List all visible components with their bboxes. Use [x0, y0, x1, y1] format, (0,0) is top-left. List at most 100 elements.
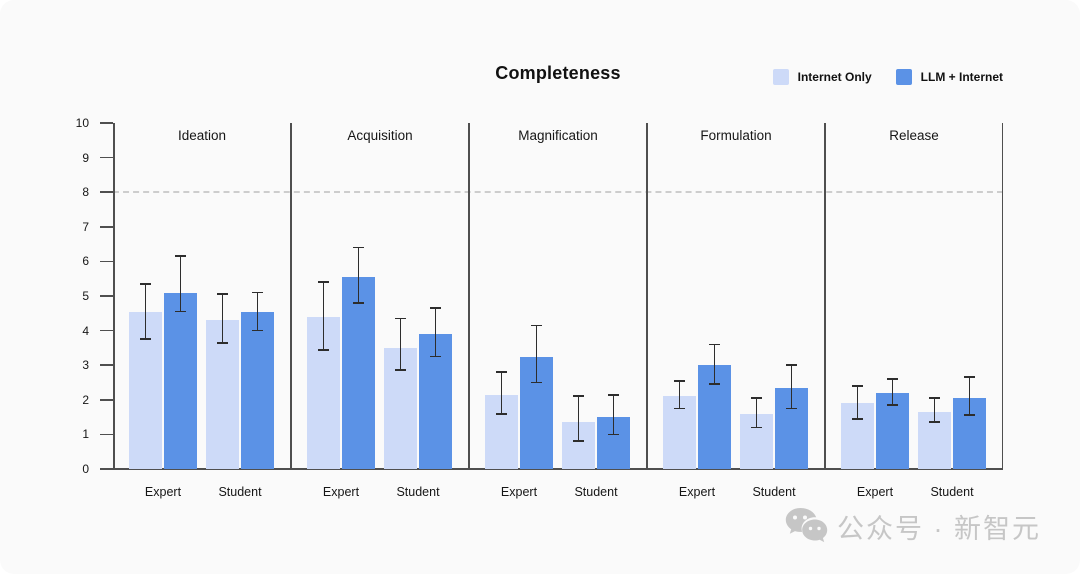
error-bar-line — [179, 256, 182, 312]
error-bar-cap-bottom — [674, 407, 685, 410]
y-tick-label: 3 — [82, 358, 89, 373]
legend-item-internet-only: Internet Only — [772, 69, 872, 85]
error-bar-cap-bottom — [531, 381, 542, 384]
error-bar-cap-bottom — [573, 440, 584, 443]
group-label: Student — [574, 485, 618, 499]
y-tick — [100, 156, 113, 159]
error-bar-cap-bottom — [786, 407, 797, 410]
error-bar-cap-top — [217, 293, 228, 296]
error-bar-cap-bottom — [751, 426, 762, 429]
error-bar-cap-top — [140, 282, 151, 285]
error-bar-cap-bottom — [353, 302, 364, 304]
group-label: Student — [930, 485, 974, 499]
bar-internet-only — [206, 320, 239, 469]
error-bar-cap-top — [852, 385, 863, 387]
legend-swatch-llm-internet — [895, 69, 912, 85]
error-bar-cap-bottom — [608, 433, 619, 436]
group-label: Student — [396, 485, 440, 499]
error-bar-cap-top — [674, 379, 685, 382]
error-bar-line — [144, 283, 147, 340]
error-bar-line — [399, 318, 402, 371]
error-bar-cap-top — [395, 317, 406, 320]
error-bar-cap-top — [608, 393, 619, 396]
legend-label-llm-internet: LLM + Internet — [920, 70, 1003, 84]
group-label: Expert — [144, 485, 182, 499]
error-bar-line — [535, 325, 538, 383]
y-tick — [100, 295, 113, 297]
error-bar-cap-bottom — [887, 404, 898, 406]
group-label: Expert — [678, 485, 716, 499]
y-tick — [100, 191, 113, 193]
error-bar-cap-bottom — [140, 338, 151, 341]
legend: Internet Only LLM + Internet — [772, 69, 1003, 85]
watermark: 公众号 · 新智元 — [784, 506, 1041, 546]
error-bar-cap-top — [573, 395, 584, 398]
panel-title: Acquisition — [347, 128, 413, 143]
panel-divider — [824, 123, 826, 469]
error-bar-cap-top — [929, 397, 940, 399]
error-bar-cap-top — [496, 371, 507, 374]
panel-title: Formulation — [700, 128, 772, 143]
y-tick — [100, 329, 113, 332]
error-bar-cap-top — [252, 291, 263, 294]
error-bar-line — [357, 247, 360, 303]
error-bar-cap-top — [318, 281, 329, 284]
y-axis-line — [113, 123, 115, 469]
panel-title: Release — [889, 128, 939, 143]
y-tick — [100, 399, 113, 401]
y-tick — [100, 122, 113, 124]
y-tick — [100, 260, 113, 263]
y-tick-label: 8 — [82, 185, 89, 200]
error-bar-cap-top — [353, 246, 364, 249]
y-tick — [100, 468, 113, 470]
y-tick — [100, 364, 113, 366]
error-bar-cap-bottom — [252, 329, 263, 332]
panel-title: Magnification — [518, 128, 598, 143]
error-bar-line — [500, 372, 503, 414]
error-bar-line — [322, 282, 325, 350]
y-tick-label: 9 — [82, 150, 89, 165]
error-bar-cap-top — [887, 378, 898, 380]
error-bar-cap-bottom — [964, 414, 975, 417]
x-axis-line — [100, 468, 1003, 470]
panel-divider — [290, 123, 292, 469]
error-bar-line — [713, 344, 716, 385]
plot-right-border — [1001, 123, 1003, 469]
error-bar-line — [577, 396, 580, 442]
error-bar-cap-top — [175, 255, 186, 258]
bar-llm-internet — [164, 292, 197, 469]
group-label: Expert — [856, 485, 894, 499]
legend-swatch-internet-only — [772, 69, 789, 85]
error-bar-line — [790, 365, 793, 409]
y-tick-label: 6 — [82, 254, 89, 269]
error-bar-line — [678, 380, 681, 409]
error-bar-line — [221, 294, 224, 343]
error-bar-cap-bottom — [852, 417, 863, 420]
error-bar-line — [256, 292, 259, 331]
group-label: Student — [752, 485, 796, 499]
error-bar-line — [891, 379, 894, 405]
wechat-icon — [785, 508, 828, 543]
legend-label-internet-only: Internet Only — [797, 70, 872, 84]
error-bar-cap-bottom — [395, 369, 406, 372]
y-tick-label: 10 — [75, 116, 89, 130]
plot-area: 0 1 2 3 4 5 6 7 8 9 10 Ideation Expert Student Acquisi… — [76, 116, 1003, 499]
y-tick-label: 2 — [82, 392, 89, 407]
error-bar-line — [612, 394, 615, 435]
y-tick-label: 4 — [82, 323, 89, 338]
y-tick-label: 7 — [82, 219, 89, 234]
chart-title: Completeness — [495, 63, 621, 83]
error-bar-line — [755, 398, 758, 428]
group-label: Expert — [500, 485, 538, 499]
error-bar-cap-top — [709, 343, 720, 346]
y-tick — [100, 226, 113, 228]
y-tick-label: 1 — [82, 427, 89, 442]
error-bar-cap-bottom — [929, 421, 940, 424]
bar-llm-internet — [342, 276, 375, 469]
error-bar-line — [933, 398, 936, 423]
error-bar-cap-bottom — [430, 355, 441, 358]
panel-divider — [646, 123, 648, 469]
reference-line — [113, 191, 1003, 194]
y-tick-label: 0 — [82, 462, 89, 476]
